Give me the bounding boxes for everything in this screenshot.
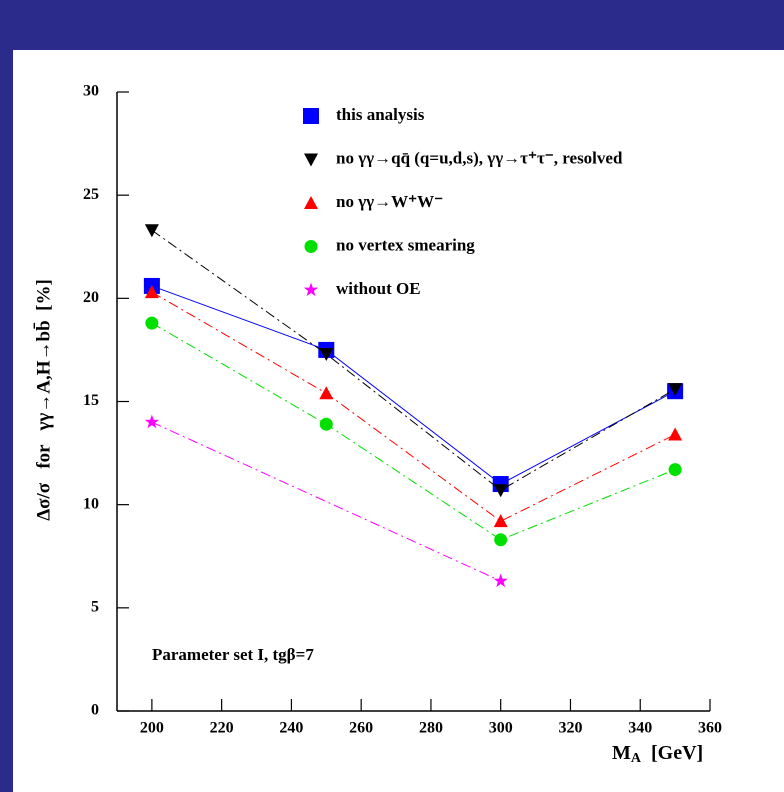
y-tick-label: 30 — [83, 83, 99, 100]
marker — [319, 348, 334, 362]
series-line — [151, 322, 676, 541]
y-tick-label: 5 — [91, 599, 99, 616]
x-tick-label: 280 — [419, 720, 443, 737]
x-label-unit: [GeV] — [651, 742, 703, 764]
series-line — [151, 421, 501, 582]
x-label-symbol: M — [612, 742, 631, 764]
y-tick-label: 20 — [83, 289, 99, 306]
legend-marker — [303, 108, 319, 124]
marker — [145, 316, 159, 330]
x-tick-label: 320 — [558, 720, 582, 737]
x-label-subscript: A — [631, 751, 642, 766]
legend-marker — [304, 240, 318, 253]
legend-label: this analysis — [336, 105, 425, 124]
legend-label: no γγ→qq̄ (q=u,d,s), γγ→τ⁺τ⁻, resolved — [336, 148, 623, 167]
x-tick-label: 220 — [210, 720, 234, 737]
legend-marker — [303, 282, 319, 297]
marker — [493, 573, 508, 588]
y-tick-label: 25 — [83, 186, 99, 203]
series-line — [151, 291, 676, 522]
x-tick-label: 200 — [140, 720, 164, 737]
y-tick-label: 15 — [83, 392, 99, 409]
annotation: Parameter set I, tgβ=7 — [152, 645, 314, 664]
marker — [493, 514, 508, 528]
legend-marker — [304, 153, 318, 167]
legend-label: no γγ→W⁺W⁻ — [336, 192, 443, 211]
marker — [144, 285, 159, 299]
marker — [668, 427, 683, 441]
x-tick-label: 360 — [698, 720, 722, 737]
legend-label: without OE — [336, 279, 421, 298]
marker — [144, 414, 160, 429]
marker — [493, 484, 508, 498]
x-axis-label: MA [GeV] — [612, 742, 703, 767]
marker — [319, 386, 334, 400]
series-line — [151, 285, 676, 485]
marker — [668, 463, 682, 477]
marker — [319, 417, 333, 431]
x-tick-label: 340 — [628, 720, 652, 737]
x-tick-label: 240 — [279, 720, 303, 737]
y-tick-label: 0 — [91, 702, 99, 719]
legend-marker — [304, 196, 318, 209]
legend-label: no vertex smearing — [336, 235, 475, 254]
series-line — [151, 229, 676, 491]
panel — [13, 50, 784, 792]
marker — [668, 383, 683, 397]
y-axis-label: Δσ/σ for γγ→A,H→bb̄ [%] — [33, 279, 55, 521]
marker — [494, 533, 508, 547]
y-tick-label: 10 — [83, 495, 99, 512]
marker — [144, 224, 159, 238]
x-tick-label: 300 — [489, 720, 513, 737]
x-tick-label: 260 — [349, 720, 373, 737]
